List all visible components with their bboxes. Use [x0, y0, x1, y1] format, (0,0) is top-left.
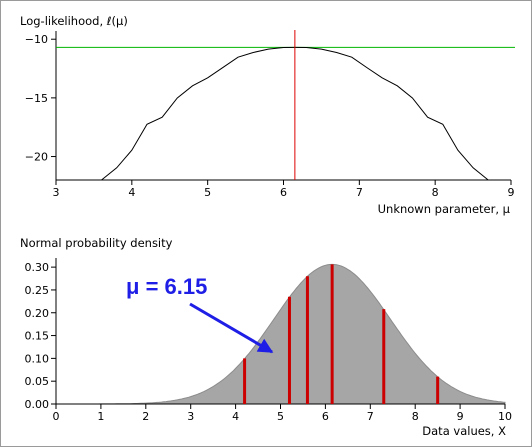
density-x-tick-label: 1	[97, 410, 104, 423]
density-x-tick-label: 9	[457, 410, 464, 423]
density-ticks: 0 1 2 3 4 5 6 7 8 9 10 0.00 0.05 0.10 0.15 0.20 0.25 0.30	[25, 261, 513, 423]
loglik-ticks: 3 4 5 6 7 8 9 −10 −15 −20	[25, 33, 515, 199]
loglik-x-tick-label: 5	[204, 186, 211, 199]
density-x-tick-label: 4	[232, 410, 239, 423]
loglik-x-tick-label: 7	[356, 186, 363, 199]
loglik-x-label: Unknown parameter, μ	[378, 202, 511, 216]
density-y-tick-label: 0.05	[25, 375, 50, 388]
density-y-tick-label: 0.00	[25, 398, 50, 411]
density-y-tick-label: 0.20	[25, 307, 50, 320]
loglik-x-tick-label: 6	[280, 186, 287, 199]
density-x-tick-label: 7	[367, 410, 374, 423]
density-x-tick-label: 0	[53, 410, 60, 423]
mu-annotation: μ = 6.15	[126, 274, 207, 299]
density-x-tick-label: 8	[412, 410, 419, 423]
loglik-x-tick-label: 9	[508, 186, 515, 199]
density-y-tick-label: 0.10	[25, 352, 50, 365]
density-y-tick-label: 0.15	[25, 330, 50, 343]
loglik-plot: 3 4 5 6 7 8 9 −10 −15 −20	[25, 30, 515, 199]
density-x-tick-label: 10	[498, 410, 512, 423]
density-title: Normal probability density	[20, 236, 173, 250]
loglik-y-tick-label: −20	[25, 151, 48, 164]
density-x-label: Data values, X	[422, 424, 506, 438]
loglik-y-tick-label: −15	[25, 92, 48, 105]
loglik-x-tick-label: 3	[53, 186, 60, 199]
data-point-bars	[243, 264, 440, 404]
density-x-tick-label: 2	[142, 410, 149, 423]
density-y-tick-label: 0.30	[25, 261, 50, 274]
density-x-tick-label: 3	[187, 410, 194, 423]
loglik-x-tick-label: 8	[432, 186, 439, 199]
density-y-tick-label: 0.25	[25, 284, 50, 297]
density-x-tick-label: 5	[277, 410, 284, 423]
loglik-title: Log-likelihood, ℓ(μ)	[20, 14, 128, 28]
loglik-x-tick-label: 4	[128, 186, 135, 199]
annotation-arrow	[189, 302, 274, 354]
density-x-tick-label: 6	[322, 410, 329, 423]
loglik-y-tick-label: −10	[25, 33, 48, 46]
density-plot: 0 1 2 3 4 5 6 7 8 9 10 0.00 0.05 0.10 0.15 0.20 0.25 0.30	[25, 258, 513, 423]
